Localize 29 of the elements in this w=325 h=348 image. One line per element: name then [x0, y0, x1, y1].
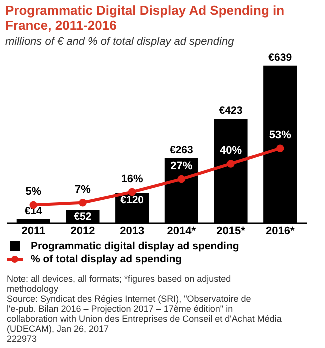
point — [79, 199, 87, 207]
point — [128, 188, 136, 196]
x-tick-label: 2013 — [120, 226, 145, 238]
data-label: €120 — [120, 194, 144, 206]
chart-subtitle: millions of € and % of total display ad spending — [6, 36, 236, 48]
point — [227, 160, 235, 168]
data-label: 16% — [121, 173, 144, 186]
data-label: €639 — [268, 52, 292, 64]
data-label: €423 — [219, 104, 243, 117]
data-label: 40% — [220, 144, 242, 157]
text: Note: all devices, all formats; *figures based on adjusted methodology — [7, 274, 232, 294]
x-tick-label: 2015* — [216, 226, 246, 238]
data-label: €263 — [170, 144, 194, 156]
data-label: 5% — [26, 186, 42, 198]
data-label: 7% — [75, 184, 92, 196]
text: 222973 — [7, 334, 38, 344]
source-note: Source: Syndicat des Régies Internet (SRI), "Observatoire de l'e-pub. Bilan 2016 – Projection 2017 – 17ème édition" in collaboration with Union des Entreprises de Conseil et d'Achat Média (UDECAM), Jan 26, 2017 — [7, 294, 282, 334]
x-tick-label: 2012 — [70, 226, 96, 238]
x-tick-label: 2016* — [266, 226, 296, 238]
legend-label: % of total display ad spending — [31, 254, 182, 266]
data-label: €52 — [74, 211, 92, 224]
legend-label: Programmatic digital display ad spending — [31, 240, 240, 252]
x-tick-label: 2014* — [167, 226, 197, 238]
chart-title: Programmatic Digital Display Ad Spending in France, 2011-2016 — [6, 2, 285, 33]
data-label: 53% — [269, 130, 292, 142]
point — [276, 144, 284, 152]
data-label: 27% — [170, 160, 193, 172]
x-tick-label: 2011 — [22, 226, 46, 238]
point — [178, 175, 186, 184]
